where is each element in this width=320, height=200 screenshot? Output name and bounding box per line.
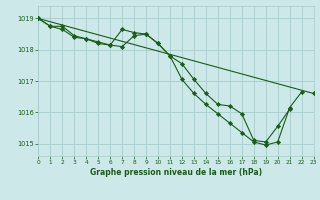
X-axis label: Graphe pression niveau de la mer (hPa): Graphe pression niveau de la mer (hPa) bbox=[90, 168, 262, 177]
